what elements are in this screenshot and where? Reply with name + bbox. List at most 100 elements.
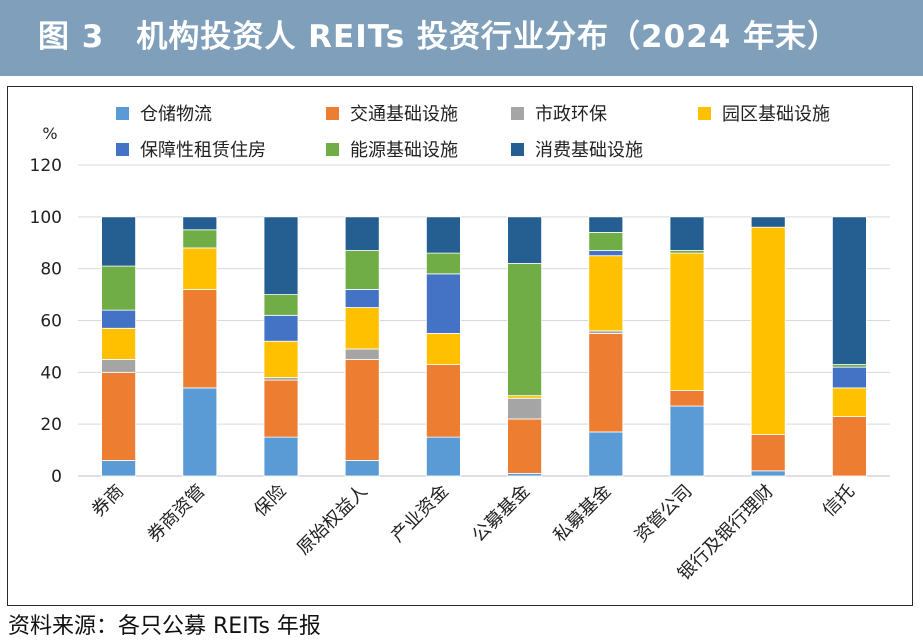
legend-swatch [511,143,524,156]
bar-segment [507,263,543,397]
y-axis-label: % [42,124,57,143]
y-tick-label: 60 [40,312,62,332]
bar-segment [507,216,543,264]
bar-segment [344,358,380,461]
legend-label: 能源基础设施 [350,140,458,161]
bar-segment [832,216,867,365]
bar-segment [263,379,299,438]
page-title: 图 3 机构投资人 REITs 投资行业分布（2024 年末） [38,19,840,55]
bar-segment [263,216,299,295]
bar-segment [588,333,624,433]
legend-label: 交通基础设施 [350,104,458,125]
x-tick-label: 私募基金 [550,481,616,547]
bar-segment [101,265,136,311]
legend-label: 保障性租赁住房 [140,140,266,161]
bars [101,216,867,477]
x-tick-label: 保险 [250,481,290,521]
bar-segment [344,250,380,290]
bar-segment [425,216,461,254]
bar-segment [182,387,218,477]
bar-segment [263,294,299,316]
bar-segment [344,460,380,477]
bar-segment [101,309,136,329]
x-tick-label: 券商 [88,481,128,521]
y-tick-label: 20 [40,415,62,435]
legend-item: 交通基础设施 [326,104,458,125]
legend-swatch [326,143,339,156]
x-tick-label: 资管公司 [631,481,697,547]
bar-segment [669,390,705,407]
legend-item: 市政环保 [511,104,607,125]
bar-segment [182,288,218,389]
bar-segment [425,252,461,275]
y-tick-label: 120 [30,156,62,176]
y-tick-label: 0 [51,467,62,487]
bar-segment [425,273,461,334]
bar-segment [588,255,624,332]
title-bar: 图 3 机构投资人 REITs 投资行业分布（2024 年末） [0,0,923,76]
x-tick-label: 券商资管 [144,481,210,547]
bar-segment [344,307,380,350]
bar-segment [669,252,705,391]
bar-segment [832,415,867,477]
legend-swatch [511,107,524,120]
legend-swatch [698,107,711,120]
bar-segment [750,434,786,472]
bar-segment [101,460,136,477]
legend-item: 保障性租赁住房 [116,140,266,161]
chart-frame: 仓储物流 交通基础设施 市政环保 园区基础设施 保障性租赁住房 能源基础设施 消费基础设施 … [7,86,913,606]
x-tick-label: 原始权益人 [293,481,371,559]
bar-segment [101,358,136,373]
bar-segment [588,250,624,257]
y-tick-label: 100 [30,208,62,228]
bar-segment [588,431,624,477]
bar-segment [507,397,543,420]
y-tick-label: 80 [40,260,62,280]
legend-swatch [116,107,129,120]
legend-label: 园区基础设施 [722,104,830,125]
bar-segment [425,364,461,438]
bar-segment [750,226,786,435]
legend-swatch [116,143,129,156]
bar-segment [263,314,299,342]
legend-item: 能源基础设施 [326,140,458,161]
bar-segment [344,348,380,360]
bar-segment [182,247,218,290]
bar-segment [182,216,218,231]
x-tick-label: 公募基金 [468,481,534,547]
bar-segment [750,470,786,477]
bar-segment [344,216,380,251]
bar-segment [832,366,867,389]
legend-item: 园区基础设施 [698,104,830,125]
bar-segment [263,436,299,477]
bar-segment [263,340,299,378]
bar-segment [669,216,705,251]
source-note: 资料来源：各只公募 REITs 年报 [8,614,321,639]
bar-segment [832,387,867,417]
bar-segment [507,418,543,474]
legend-item: 消费基础设施 [511,140,643,161]
bar-segment [344,288,380,308]
legend-swatch [326,107,339,120]
bar-segment [669,405,705,477]
x-tick-label: 产业资金 [387,481,453,547]
bar-segment [425,436,461,477]
y-tick-label: 40 [40,363,62,383]
bar-segment [588,231,624,251]
bar-segment [588,216,624,233]
bar-segment [425,333,461,365]
legend-label: 仓储物流 [140,104,212,125]
bar-segment [101,327,136,360]
y-axis-ticks: 0 20 40 60 80 100 120 [30,156,62,487]
bar-segment [182,229,218,249]
bar-segment [101,371,136,461]
legend-label: 市政环保 [535,104,607,125]
legend-item: 仓储物流 [116,104,212,125]
bar-segment [101,216,136,267]
x-tick-label: 信托 [819,481,859,521]
bar-segment [750,216,786,228]
legend-label: 消费基础设施 [535,140,643,161]
